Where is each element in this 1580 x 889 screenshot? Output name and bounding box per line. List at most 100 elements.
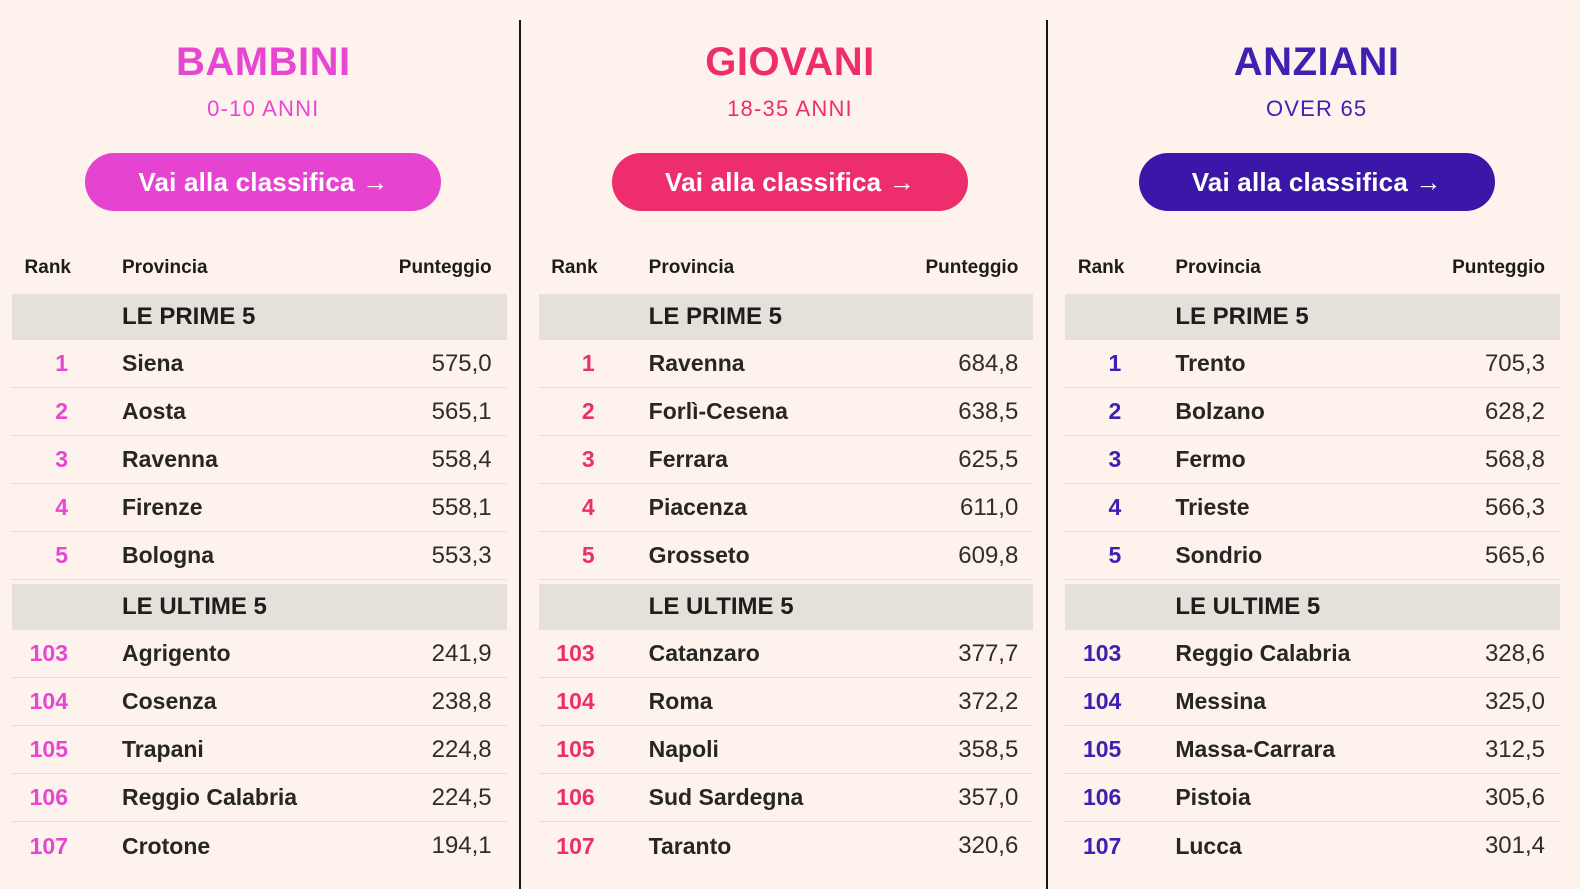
table-row: 106 Pistoia 305,6 [1065, 774, 1560, 822]
section-header-ultime: LE ULTIME 5 [538, 584, 1034, 630]
provincia-cell: Napoli [648, 736, 719, 762]
provincia-cell: Ravenna [122, 446, 218, 472]
table-row: 105 Napoli 358,5 [538, 726, 1034, 774]
provincia-cell: Cosenza [122, 688, 217, 714]
classifica-button-anziani[interactable]: Vai alla classifica → [1138, 153, 1495, 211]
classifica-button-bambini[interactable]: Vai alla classifica → [85, 153, 442, 211]
rank-cell: 4 [581, 494, 595, 520]
punteggio-cell: 224,8 [431, 735, 492, 763]
section-header-ultime: LE ULTIME 5 [1065, 584, 1560, 630]
table-row: 103 Reggio Calabria 328,6 [1065, 630, 1560, 678]
punteggio-cell: 238,8 [431, 687, 492, 715]
category-title: BAMBINI [176, 40, 351, 84]
category-title: GIOVANI [705, 40, 875, 84]
rank-cell: 107 [556, 832, 595, 859]
rank-cell: 3 [581, 446, 595, 472]
provincia-cell: Bolzano [1175, 398, 1265, 424]
table-header-row: Rank Provincia Punteggio [1065, 257, 1560, 294]
rank-cell: 107 [1082, 832, 1122, 859]
punteggio-cell: 684,8 [958, 349, 1019, 377]
provincia-cell: Aosta [122, 398, 186, 424]
category-column-anziani: ANZIANI OVER 65 Vai alla classifica → Ra… [1053, 40, 1580, 870]
rank-cell: 3 [55, 446, 68, 472]
section-header-ultime: LE ULTIME 5 [12, 584, 507, 630]
rank-cell: 106 [29, 784, 68, 810]
column-header-provincia: Provincia [1175, 257, 1261, 278]
punteggio-cell: 558,1 [431, 493, 492, 521]
rank-cell: 2 [55, 398, 68, 424]
provincia-cell: Fermo [1175, 446, 1246, 472]
table-row: 107 Taranto 320,6 [539, 822, 1034, 870]
rank-cell: 104 [29, 688, 68, 714]
rank-cell: 1 [55, 350, 68, 376]
table-row: 106 Reggio Calabria 224,5 [12, 774, 507, 822]
punteggio-cell: 325,0 [1484, 687, 1545, 715]
punteggio-cell: 312,5 [1484, 735, 1545, 763]
rankings-layout: BAMBINI 0-10 ANNI Vai alla classifica → … [0, 40, 1580, 870]
provincia-cell: Bologna [122, 542, 214, 568]
rank-cell: 104 [1082, 688, 1122, 714]
column-divider [1046, 20, 1048, 889]
table-row: 5 Bologna 553,3 [12, 532, 507, 580]
ranking-table-giovani: Rank Provincia Punteggio LE PRIME 5 1 Ra… [538, 257, 1034, 870]
rank-cell: 103 [556, 640, 595, 666]
rank-cell: 103 [29, 640, 68, 666]
provincia-cell: Siena [122, 350, 184, 376]
punteggio-cell: 553,3 [431, 541, 492, 569]
table-row: 105 Trapani 224,8 [12, 726, 507, 774]
punteggio-cell: 372,2 [958, 687, 1019, 715]
provincia-cell: Pistoia [1175, 784, 1251, 810]
punteggio-cell: 328,6 [1484, 639, 1545, 667]
rank-cell: 104 [556, 688, 595, 714]
punteggio-cell: 377,7 [958, 639, 1019, 667]
rank-cell: 3 [1108, 446, 1122, 472]
provincia-cell: Ferrara [648, 446, 728, 472]
rank-cell: 5 [1108, 542, 1122, 568]
provincia-cell: Trento [1175, 350, 1246, 376]
column-header-rank: Rank [551, 257, 598, 278]
table-row: 2 Aosta 565,1 [12, 388, 507, 436]
rank-cell: 107 [29, 832, 68, 859]
table-row: 104 Messina 325,0 [1065, 678, 1560, 726]
provincia-cell: Sondrio [1175, 542, 1263, 568]
punteggio-cell: 358,5 [958, 735, 1019, 763]
punteggio-cell: 628,2 [1484, 397, 1545, 425]
provincia-cell: Firenze [122, 494, 203, 520]
provincia-cell: Sud Sardegna [648, 784, 804, 810]
provincia-cell: Roma [648, 688, 713, 714]
table-row: 4 Trieste 566,3 [1065, 484, 1560, 532]
table-row: 1 Ravenna 684,8 [538, 340, 1034, 388]
punteggio-cell: 301,4 [1484, 832, 1545, 859]
classifica-button-giovani[interactable]: Vai alla classifica → [611, 153, 968, 211]
section-header-prime: LE PRIME 5 [538, 294, 1034, 340]
table-row: 4 Piacenza 611,0 [538, 484, 1034, 532]
column-header-rank: Rank [1077, 257, 1125, 278]
ranking-table-bambini: Rank Provincia Punteggio LE PRIME 5 1 Si… [12, 257, 507, 870]
punteggio-cell: 611,0 [960, 493, 1019, 521]
column-header-rank: Rank [24, 257, 71, 278]
provincia-cell: Trieste [1175, 494, 1250, 520]
table-row: 3 Fermo 568,8 [1065, 436, 1560, 484]
provincia-cell: Lucca [1175, 832, 1242, 859]
rank-cell: 5 [581, 542, 595, 568]
punteggio-cell: 241,9 [431, 639, 492, 667]
table-row: 105 Massa-Carrara 312,5 [1065, 726, 1560, 774]
rank-cell: 105 [556, 736, 595, 762]
punteggio-cell: 194,1 [431, 832, 492, 859]
provincia-cell: Trapani [122, 736, 204, 762]
table-header-row: Rank Provincia Punteggio [539, 257, 1034, 294]
table-row: 103 Catanzaro 377,7 [538, 630, 1034, 678]
ultime-rows: 103 Catanzaro 377,7 104 Roma 372,2 105 N… [538, 630, 1034, 870]
ultime-rows: 103 Reggio Calabria 328,6 104 Messina 32… [1065, 630, 1560, 870]
provincia-cell: Taranto [648, 832, 732, 859]
rank-cell: 1 [1108, 350, 1122, 376]
punteggio-cell: 638,5 [958, 397, 1019, 425]
punteggio-cell: 224,5 [431, 783, 492, 811]
punteggio-cell: 568,8 [1484, 445, 1545, 473]
punteggio-cell: 357,0 [958, 783, 1019, 811]
punteggio-cell: 565,6 [1484, 541, 1545, 569]
rank-cell: 4 [55, 494, 68, 520]
table-row: 5 Sondrio 565,6 [1065, 532, 1560, 580]
category-column-bambini: BAMBINI 0-10 ANNI Vai alla classifica → … [0, 40, 527, 870]
